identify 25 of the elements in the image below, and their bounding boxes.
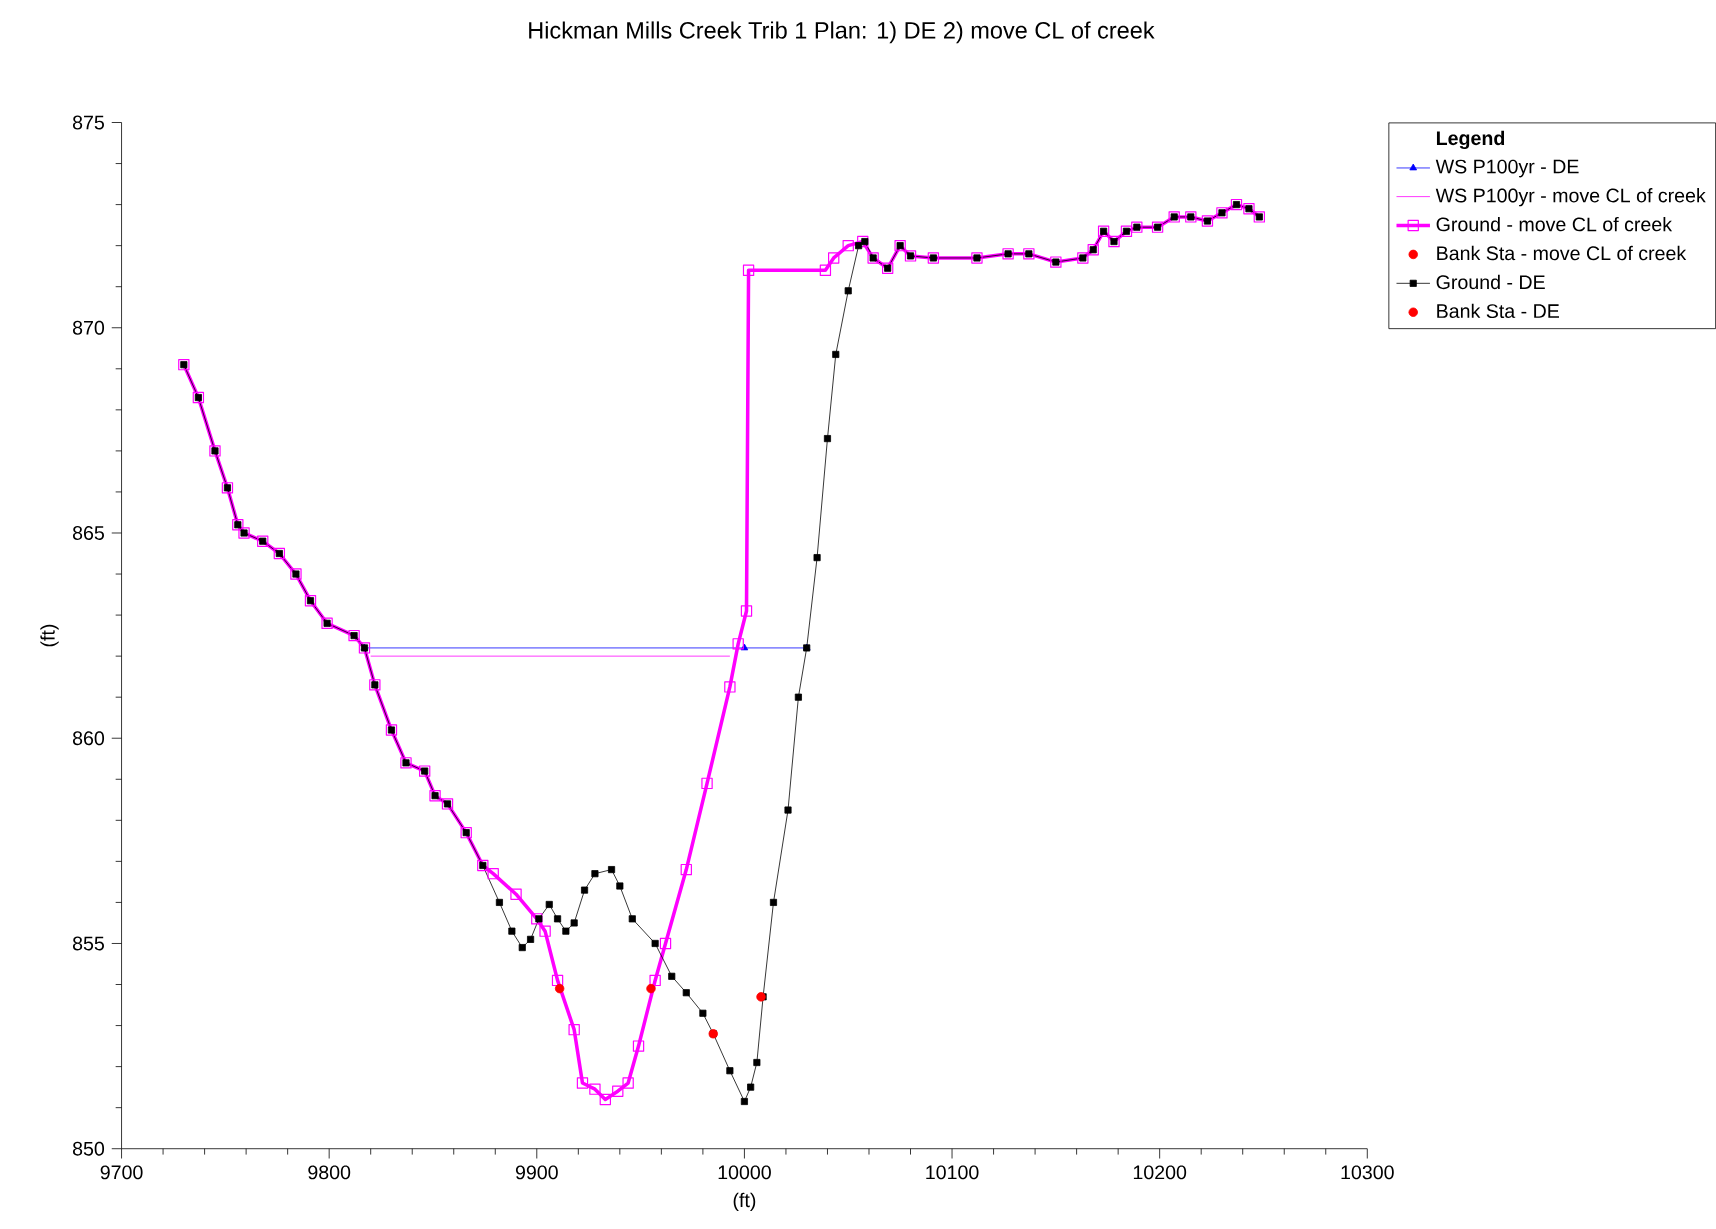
y-tick-label: 855 <box>72 936 104 951</box>
x-tick-label: 10100 <box>926 1165 979 1180</box>
legend-label: WS P100yr - DE <box>1435 159 1579 178</box>
x-tick-label: 9800 <box>308 1165 351 1180</box>
x-axis-title: (ft) <box>733 1192 756 1211</box>
y-tick-label: 850 <box>72 1141 105 1156</box>
y-axis-title: (ft) <box>40 624 59 647</box>
x-tick-label: 9700 <box>100 1165 143 1180</box>
legend-label: WS P100yr - move CL of creek <box>1435 188 1706 207</box>
y-tick-label: 865 <box>72 526 104 540</box>
point <box>554 983 565 994</box>
point <box>646 983 656 994</box>
y-tick-label: 875 <box>72 115 104 130</box>
x-tick-label: 10200 <box>1133 1165 1187 1180</box>
legend-title: Legend <box>1436 130 1505 150</box>
x-tick-label: 10300 <box>1341 1165 1394 1180</box>
legend-label: Bank Sta - DE <box>1437 303 1559 319</box>
legend-label: Bank Sta - move CL of creek <box>1437 245 1687 261</box>
y-tick-label: 860 <box>72 731 105 746</box>
legend-label: Ground - DE <box>1436 274 1545 290</box>
legend-label: Ground - move CL of creek <box>1436 216 1673 232</box>
chart-title: Hickman Mills Creek Trib 1 Plan: 1) DE 2) move CL of creek <box>529 21 1155 44</box>
y-tick-label: 870 <box>72 320 105 335</box>
x-tick-label: 9900 <box>515 1165 558 1180</box>
x-tick-label: 10000 <box>718 1165 771 1180</box>
